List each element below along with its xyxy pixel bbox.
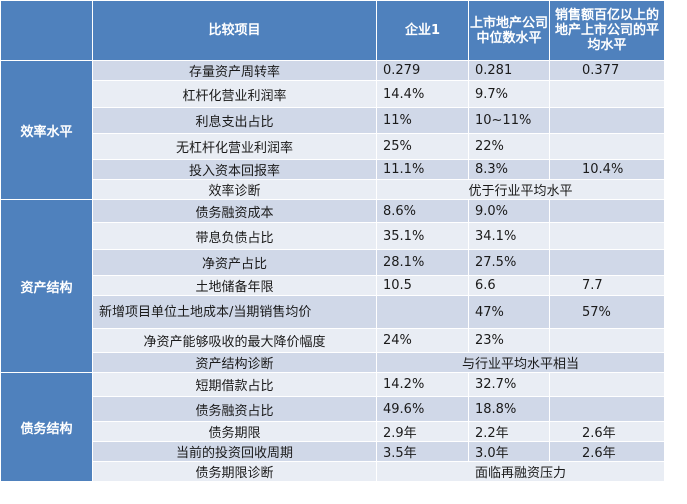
- row-item-label: 投入资本回报率: [92, 159, 377, 180]
- header-blank: [0, 0, 93, 61]
- cell-v1: 8.6%: [376, 199, 469, 223]
- cell-v2: 34.1%: [468, 222, 550, 250]
- diagnosis-label: 资产结构诊断: [92, 352, 377, 373]
- cell-v3: [549, 222, 665, 250]
- cell-v3: 2.6年: [549, 441, 665, 462]
- table-row: 投入资本回报率 11.1% 8.3% 10.4%: [1, 159, 665, 180]
- header-row: 比较项目 企业1 上市地产公司中位数水平 销售额百亿以上的地产上市公司的平均水平: [0, 0, 665, 61]
- header-median: 上市地产公司中位数水平: [468, 0, 550, 61]
- row-item-label: 债务融资成本: [92, 199, 377, 223]
- diagnosis-row: 效率诊断 优于行业平均水平: [1, 179, 665, 200]
- cell-v3: 7.7: [549, 275, 665, 296]
- diagnosis-row: 资产结构诊断 与行业平均水平相当: [1, 352, 665, 373]
- group-label: 效率水平: [0, 60, 93, 200]
- cell-v2: 27.5%: [468, 249, 550, 276]
- diagnosis-value: 优于行业平均水平: [376, 179, 665, 200]
- row-item-label: 净资产能够吸收的最大降价幅度: [92, 328, 377, 353]
- group-label: 资产结构: [0, 199, 93, 373]
- cell-v2: 9.0%: [468, 199, 550, 223]
- row-item-label: 土地储备年限: [92, 275, 377, 296]
- cell-v1: 11%: [376, 107, 469, 134]
- table-row: 债务期限 2.9年 2.2年 2.6年: [1, 421, 665, 442]
- header-top-average: 销售额百亿以上的地产上市公司的平均水平: [549, 0, 665, 61]
- table-row: 资产结构 债务融资成本 8.6% 9.0%: [0, 199, 665, 373]
- cell-v3: [549, 249, 665, 276]
- cell-v2: 0.281: [468, 60, 550, 81]
- table-row: 土地储备年限 10.5 6.6 7.7: [1, 275, 665, 296]
- table-row: 利息支出占比 11% 10~11%: [1, 107, 665, 134]
- cell-v2: 3.0年: [468, 441, 550, 462]
- cell-v3: [549, 396, 665, 422]
- cell-v2: 2.2年: [468, 421, 550, 442]
- table-row: 净资产占比 28.1% 27.5%: [1, 249, 665, 276]
- cell-v1: 2.9年: [376, 421, 469, 442]
- cell-v3: 57%: [549, 295, 665, 329]
- cell-v3: [549, 328, 665, 353]
- cell-v1: 3.5年: [376, 441, 469, 462]
- row-item-label: 当前的投资回收周期: [92, 441, 377, 462]
- cell-v3: [549, 372, 665, 397]
- cell-v3: 10.4%: [549, 159, 665, 180]
- table-row: 债务结构 短期借款占比 14.2% 32.7%: [0, 372, 665, 482]
- table-row: 新增项目单位土地成本/当期销售均价 47% 57%: [1, 295, 665, 329]
- diagnosis-value: 与行业平均水平相当: [376, 352, 665, 373]
- group-label: 债务结构: [0, 372, 93, 482]
- cell-v2: 18.8%: [468, 396, 550, 422]
- cell-v1: 49.6%: [376, 396, 469, 422]
- table-row: 当前的投资回收周期 3.5年 3.0年 2.6年: [1, 441, 665, 462]
- cell-v2: 9.7%: [468, 80, 550, 108]
- cell-v1: 10.5: [376, 275, 469, 296]
- row-item-label: 无杠杆化营业利润率: [92, 133, 377, 160]
- diagnosis-label: 效率诊断: [92, 179, 377, 200]
- row-item-label: 杠杆化营业利润率: [92, 80, 377, 108]
- cell-v1: [376, 295, 469, 329]
- cell-v2: 6.6: [468, 275, 550, 296]
- cell-v1: 0.279: [376, 60, 469, 81]
- row-item-label: 净资产占比: [92, 249, 377, 276]
- header-company1: 企业1: [376, 0, 469, 61]
- diagnosis-value: 面临再融资压力: [376, 461, 665, 482]
- cell-v1: 35.1%: [376, 222, 469, 250]
- cell-v3: 0.377: [549, 60, 665, 81]
- cell-v1: 25%: [376, 133, 469, 160]
- cell-v2: 23%: [468, 328, 550, 353]
- cell-v2: 47%: [468, 295, 550, 329]
- row-item-label: 存量资产周转率: [92, 60, 377, 81]
- cell-v1: 14.4%: [376, 80, 469, 108]
- cell-v2: 10~11%: [468, 107, 550, 134]
- cell-v3: [549, 107, 665, 134]
- header-item: 比较项目: [92, 0, 377, 61]
- row-item-label: 新增项目单位土地成本/当期销售均价: [92, 295, 377, 329]
- row-item-label: 带息负债占比: [92, 222, 377, 250]
- row-item-label: 债务期限: [92, 421, 377, 442]
- cell-v1: 11.1%: [376, 159, 469, 180]
- cell-v1: 24%: [376, 328, 469, 353]
- diagnosis-label: 债务期限诊断: [92, 461, 377, 482]
- table-row: 无杠杆化营业利润率 25% 22%: [1, 133, 665, 160]
- row-item-label: 利息支出占比: [92, 107, 377, 134]
- table-row: 效率水平 存量资产周转率 0.279 0.281 0.377: [0, 60, 665, 200]
- row-item-label: 债务融资占比: [92, 396, 377, 422]
- cell-v1: 14.2%: [376, 372, 469, 397]
- table-row: 带息负债占比 35.1% 34.1%: [1, 222, 665, 250]
- table-body: 效率水平 存量资产周转率 0.279 0.281 0.377 杠杆化营业利润率 14.4% 9…: [0, 60, 665, 482]
- table-row: 债务融资占比 49.6% 18.8%: [1, 396, 665, 422]
- diagnosis-row: 债务期限诊断 面临再融资压力: [1, 461, 665, 482]
- comparison-table: 比较项目 企业1 上市地产公司中位数水平 销售额百亿以上的地产上市公司的平均水平…: [0, 0, 665, 482]
- table-row: 净资产能够吸收的最大降价幅度 24% 23%: [1, 328, 665, 353]
- cell-v2: 32.7%: [468, 372, 550, 397]
- cell-v3: [549, 199, 665, 223]
- cell-v2: 22%: [468, 133, 550, 160]
- cell-v3: 2.6年: [549, 421, 665, 442]
- row-item-label: 短期借款占比: [92, 372, 377, 397]
- cell-v1: 28.1%: [376, 249, 469, 276]
- cell-v3: [549, 133, 665, 160]
- cell-v3: [549, 80, 665, 108]
- table-row: 杠杆化营业利润率 14.4% 9.7%: [1, 80, 665, 108]
- cell-v2: 8.3%: [468, 159, 550, 180]
